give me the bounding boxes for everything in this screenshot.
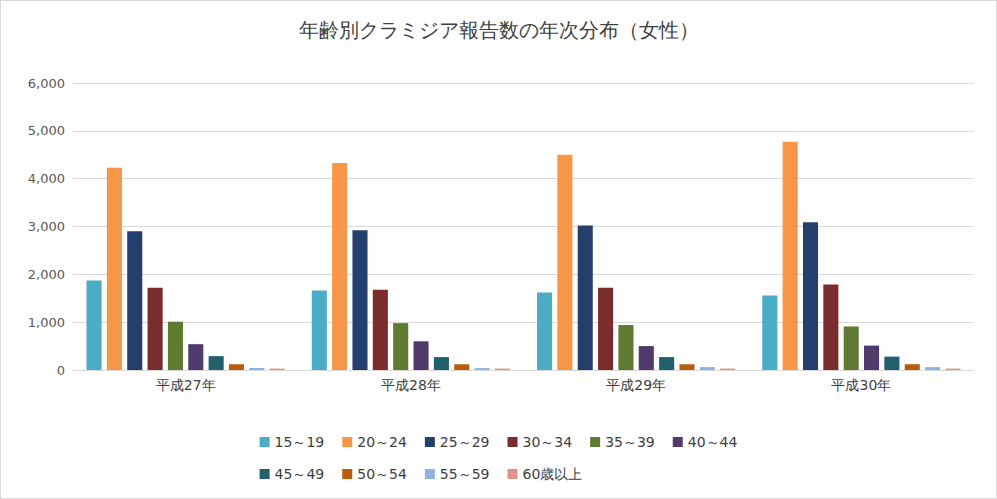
- svg-text:平成30年: 平成30年: [831, 377, 891, 393]
- svg-text:平成27年: 平成27年: [156, 377, 216, 393]
- svg-text:平成28年: 平成28年: [381, 377, 441, 393]
- svg-text:60歳以上: 60歳以上: [523, 466, 583, 482]
- svg-text:35～39: 35～39: [605, 434, 655, 450]
- svg-text:2,000: 2,000: [28, 267, 65, 282]
- svg-text:30～34: 30～34: [523, 434, 573, 450]
- svg-text:20～24: 20～24: [357, 434, 407, 450]
- svg-text:25～29: 25～29: [440, 434, 490, 450]
- svg-text:5,000: 5,000: [28, 123, 65, 138]
- svg-text:6,000: 6,000: [28, 76, 65, 91]
- svg-text:15～19: 15～19: [275, 434, 325, 450]
- svg-text:45～49: 45～49: [275, 466, 325, 482]
- svg-text:50～54: 50～54: [357, 466, 407, 482]
- svg-text:0: 0: [57, 363, 65, 378]
- svg-text:40～44: 40～44: [688, 434, 738, 450]
- svg-text:1,000: 1,000: [28, 315, 65, 330]
- svg-text:4,000: 4,000: [28, 171, 65, 186]
- svg-text:平成29年: 平成29年: [606, 377, 666, 393]
- svg-text:年齢別クラミジア報告数の年次分布（女性）: 年齢別クラミジア報告数の年次分布（女性）: [299, 18, 699, 42]
- svg-text:3,000: 3,000: [28, 219, 65, 234]
- svg-text:55～59: 55～59: [440, 466, 490, 482]
